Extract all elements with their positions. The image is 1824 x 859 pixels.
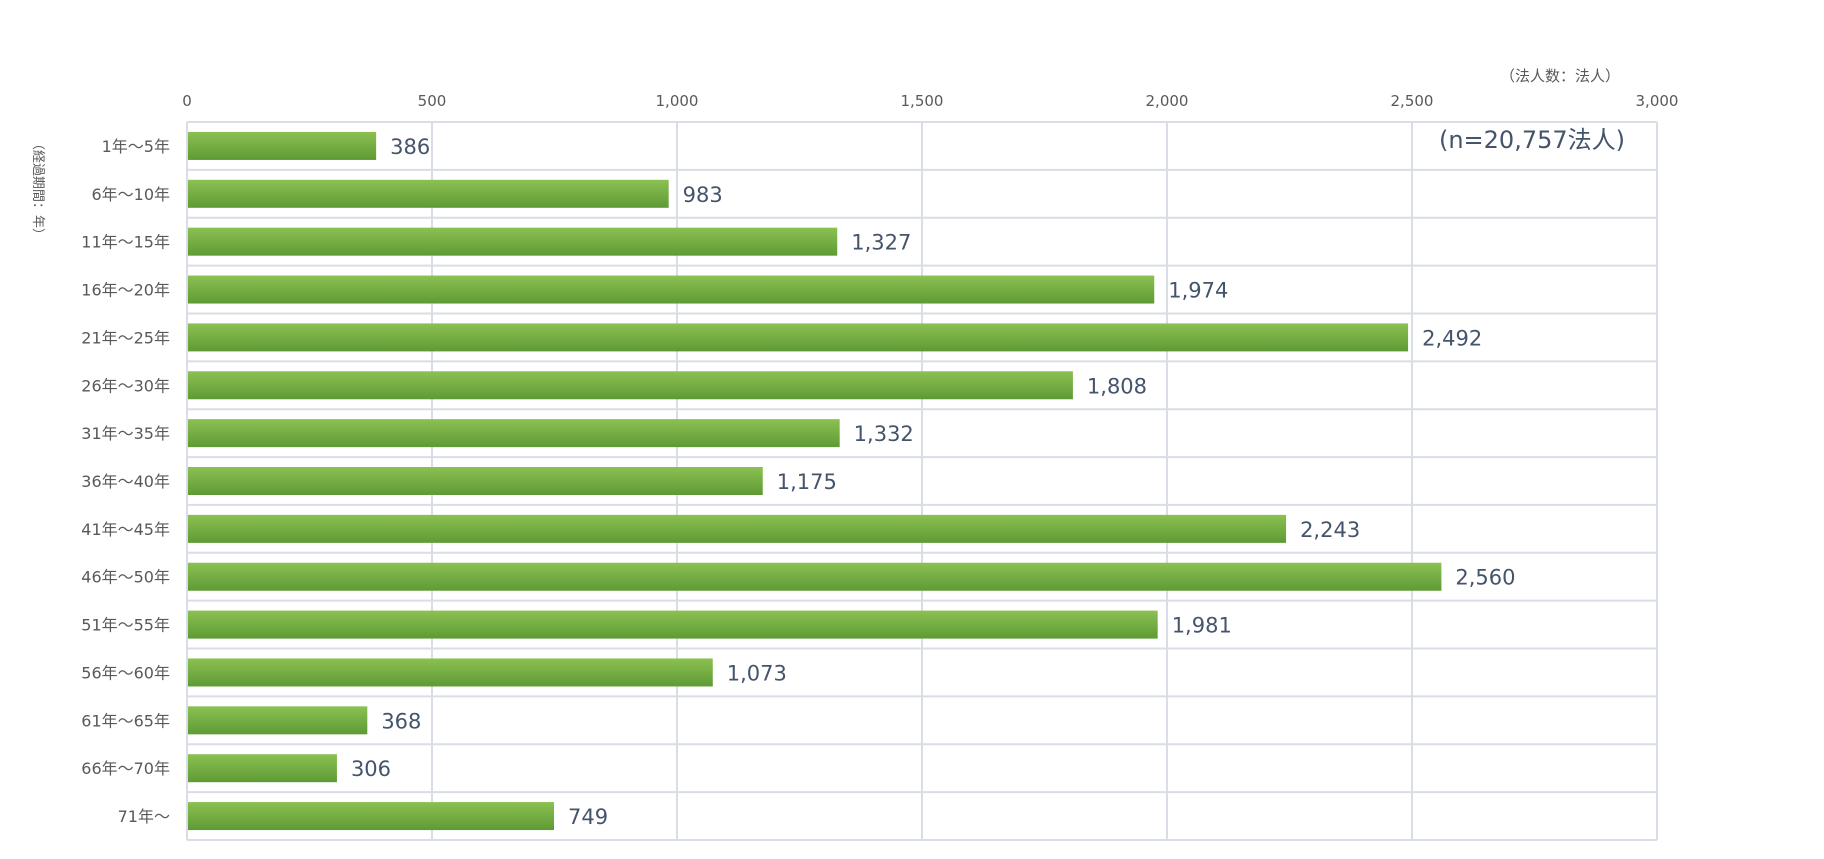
bar-value-label: 306 <box>351 757 391 781</box>
x-tick-label: 1,000 <box>656 92 699 110</box>
bar-value-label: 1,974 <box>1168 279 1228 303</box>
category-label: 71年～ <box>118 807 170 826</box>
category-label: 11年～15年 <box>81 233 170 252</box>
category-label: 26年～30年 <box>81 376 170 395</box>
bar <box>188 562 1442 591</box>
bar <box>188 179 669 208</box>
bar <box>188 514 1287 543</box>
y-unit-label: （経過期間：年） <box>30 137 45 241</box>
category-label: 31年～35年 <box>81 424 170 443</box>
bar <box>188 275 1155 304</box>
category-label: 16年～20年 <box>81 281 170 300</box>
category-label: 56年～60年 <box>81 663 170 682</box>
bar-value-label: 1,073 <box>727 661 787 685</box>
x-tick-label: 1,500 <box>901 92 944 110</box>
bar <box>188 802 555 831</box>
bar-value-label: 1,332 <box>854 422 914 446</box>
bar-value-label: 386 <box>390 135 430 159</box>
x-tick-label: 0 <box>182 92 192 110</box>
category-labels: 1年～5年 6年～10年 11年～15年 16年～20年 21年～25年 26年～30年 3… <box>81 137 170 826</box>
bar <box>188 706 368 735</box>
category-label: 41年～45年 <box>81 520 170 539</box>
bar-value-label: 2,243 <box>1300 518 1360 542</box>
bar <box>188 371 1073 400</box>
bar <box>188 467 763 495</box>
bars <box>188 131 1442 831</box>
x-axis-ticks: 0 500 1,000 1,500 2,000 2,500 3,000 <box>182 92 1678 110</box>
category-label: 6年～10年 <box>91 185 170 204</box>
x-tick-label: 500 <box>418 92 447 110</box>
x-tick-label: 2,500 <box>1391 92 1434 110</box>
bar-value-label: 1,175 <box>777 470 837 494</box>
bar-value-label: 1,981 <box>1172 614 1232 638</box>
bar <box>188 419 840 448</box>
category-label: 36年～40年 <box>81 472 170 491</box>
bar <box>188 658 713 687</box>
category-label: 66年～70年 <box>81 759 170 778</box>
category-label: 51年～55年 <box>81 616 170 635</box>
bar-value-label: 749 <box>568 805 608 829</box>
bar <box>188 610 1158 639</box>
bar-value-label: 1,808 <box>1087 374 1147 398</box>
x-unit-label: （法人数：法人） <box>1500 67 1620 85</box>
bar-value-label: 2,560 <box>1455 566 1515 590</box>
x-tick-label: 3,000 <box>1636 92 1679 110</box>
value-labels: 386 983 1,327 1,974 2,492 1,808 1,332 1,175 2,24… <box>351 135 1516 829</box>
category-label: 61年～65年 <box>81 711 170 730</box>
bar-value-label: 368 <box>381 709 421 733</box>
bar-value-label: 983 <box>683 183 723 207</box>
x-tick-label: 2,000 <box>1146 92 1189 110</box>
category-label: 21年～25年 <box>81 328 170 347</box>
bar <box>188 754 337 783</box>
grid-lines <box>186 121 1658 841</box>
bar <box>188 227 838 256</box>
bar-value-label: 1,327 <box>851 231 911 255</box>
bar <box>188 131 377 160</box>
category-label: 1年～5年 <box>102 137 170 156</box>
sample-size-annotation: (n=20,757法人) <box>1439 126 1625 154</box>
bar <box>188 323 1409 352</box>
bar-value-label: 2,492 <box>1422 326 1482 350</box>
category-label: 46年～50年 <box>81 568 170 587</box>
